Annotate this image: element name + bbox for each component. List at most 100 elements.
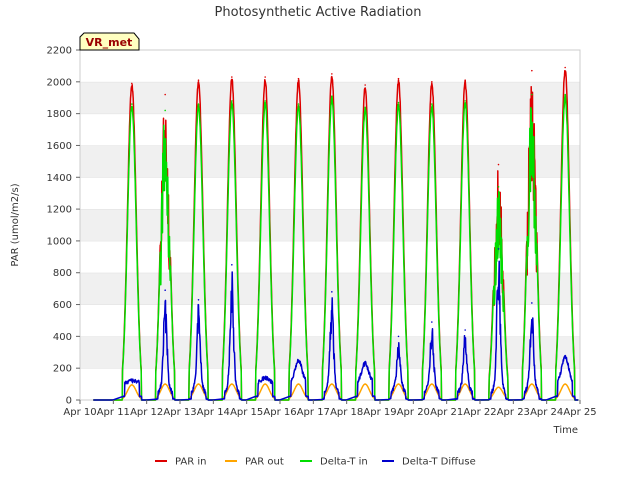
series-delta-t-diffuse [93,248,579,401]
legend-item: Delta-T Diffuse [382,457,476,468]
daily-peak-point [564,356,566,358]
x-tick-label: Apr 25 [563,407,596,418]
y-tick-label: 1200 [47,205,72,216]
x-tick-label: Apr 10 [63,407,96,418]
series-line [93,260,579,401]
daily-peak-point [197,103,200,105]
daily-peak-point [131,103,133,105]
grid-band [80,145,580,178]
legend-label: Delta-T Diffuse [402,457,476,468]
site-badge-label: VR_met [86,36,133,49]
daily-peak-point [164,109,166,112]
x-tick-label: Apr 14 [197,407,230,418]
y-tick-label: 2200 [47,46,72,57]
daily-peak-point [564,66,566,69]
site-badge-box [79,32,140,51]
daily-peak-point [197,383,200,385]
y-tick-label: 1600 [47,141,72,152]
y-tick-label: 1400 [47,173,72,184]
daily-peak-point [431,383,433,385]
x-tick-label: Apr 19 [363,407,396,418]
daily-peak-point [531,93,533,96]
y-tick-label: 0 [66,396,72,407]
x-tick-label: Apr 16 [263,407,296,418]
daily-peak-point [264,376,266,379]
daily-peak-point [397,101,400,104]
y-tick-label: 800 [53,268,72,279]
x-tick-label: Apr 22 [463,407,496,418]
daily-peak-point [531,69,533,72]
daily-peak-point [231,76,233,78]
daily-peak-point [397,383,400,385]
daily-peak-point [431,103,433,105]
daily-peak-point [497,163,500,166]
x-axis: Apr 10 Apr 11 Apr 12 Apr 13 Apr 14 Apr 15 Apr … [63,400,597,418]
daily-peak-point [431,321,433,323]
y-tick-label: 400 [53,332,72,343]
daily-peak-point [497,186,500,188]
daily-peak-point [231,383,233,385]
legend-label: PAR in [175,457,206,468]
x-tick-label: Apr 17 [297,407,330,418]
x-tick-label: Apr 20 [397,407,430,418]
y-axis: 0 200 400 600 800 1000 1200 1400 1600 1800 2000 220… [47,46,80,407]
daily-peak-point [297,383,300,385]
grid-band [80,177,580,210]
daily-peak-point [331,73,333,75]
daily-peak-point [464,329,466,331]
daily-peak-point [364,106,366,109]
legend-item: PAR out [225,457,284,468]
x-tick-label: Apr 12 [130,407,163,418]
daily-peak-point [264,100,266,102]
daily-peak-point [331,383,333,385]
grid-band [80,272,580,305]
daily-peak-point [131,380,133,382]
series-layer [93,66,579,401]
x-tick-label: Apr 18 [330,407,363,418]
grid-band [80,368,580,400]
daily-peak-point [297,359,300,362]
legend: PAR in PAR out Delta-T in Delta-T Diffuse [155,457,476,468]
daily-peak-point [497,386,500,389]
daily-peak-point [397,77,400,80]
daily-peak-point [131,384,133,386]
y-tick-label: 1000 [47,236,72,247]
y-tick-label: 1800 [47,109,72,120]
x-tick-label: Apr 21 [430,407,463,418]
daily-peak-point [231,100,233,102]
daily-peak-point [197,79,200,82]
daily-peak-point [231,263,233,266]
daily-peak-point [464,79,466,82]
legend-label: PAR out [245,457,284,468]
daily-peak-point [364,362,366,365]
x-tick-label: Apr 11 [97,407,130,418]
daily-peak-point [397,335,400,338]
x-tick-label: Apr 13 [163,407,196,418]
chart-title: Photosynthetic Active Radiation [215,5,422,20]
y-tick-label: 2000 [47,77,72,88]
x-tick-label: Apr 15 [230,407,263,418]
daily-peak-point [497,248,500,250]
daily-peak-point [297,77,300,80]
daily-peak-point [331,291,333,293]
x-tick-label: Apr 24 [530,407,563,418]
x-tick-label: Apr 23 [497,407,530,418]
legend-item: PAR in [155,457,206,468]
daily-peak-point [164,383,166,385]
grid-band [80,240,580,273]
daily-peak-point [364,383,366,385]
grid-band [80,50,580,82]
daily-peak-point [364,84,366,86]
daily-peak-point [264,76,266,78]
daily-peak-point [331,95,333,97]
daily-peak-point [464,100,466,102]
daily-peak-point [131,82,133,85]
y-axis-label: PAR (umol/m2/s) [10,183,21,266]
y-tick-label: 600 [53,300,72,311]
daily-peak-point [297,103,300,105]
daily-peak-point [431,81,433,83]
site-badge: VR_met [79,32,140,51]
daily-peak-point [164,289,166,292]
daily-peak-point [531,383,533,385]
